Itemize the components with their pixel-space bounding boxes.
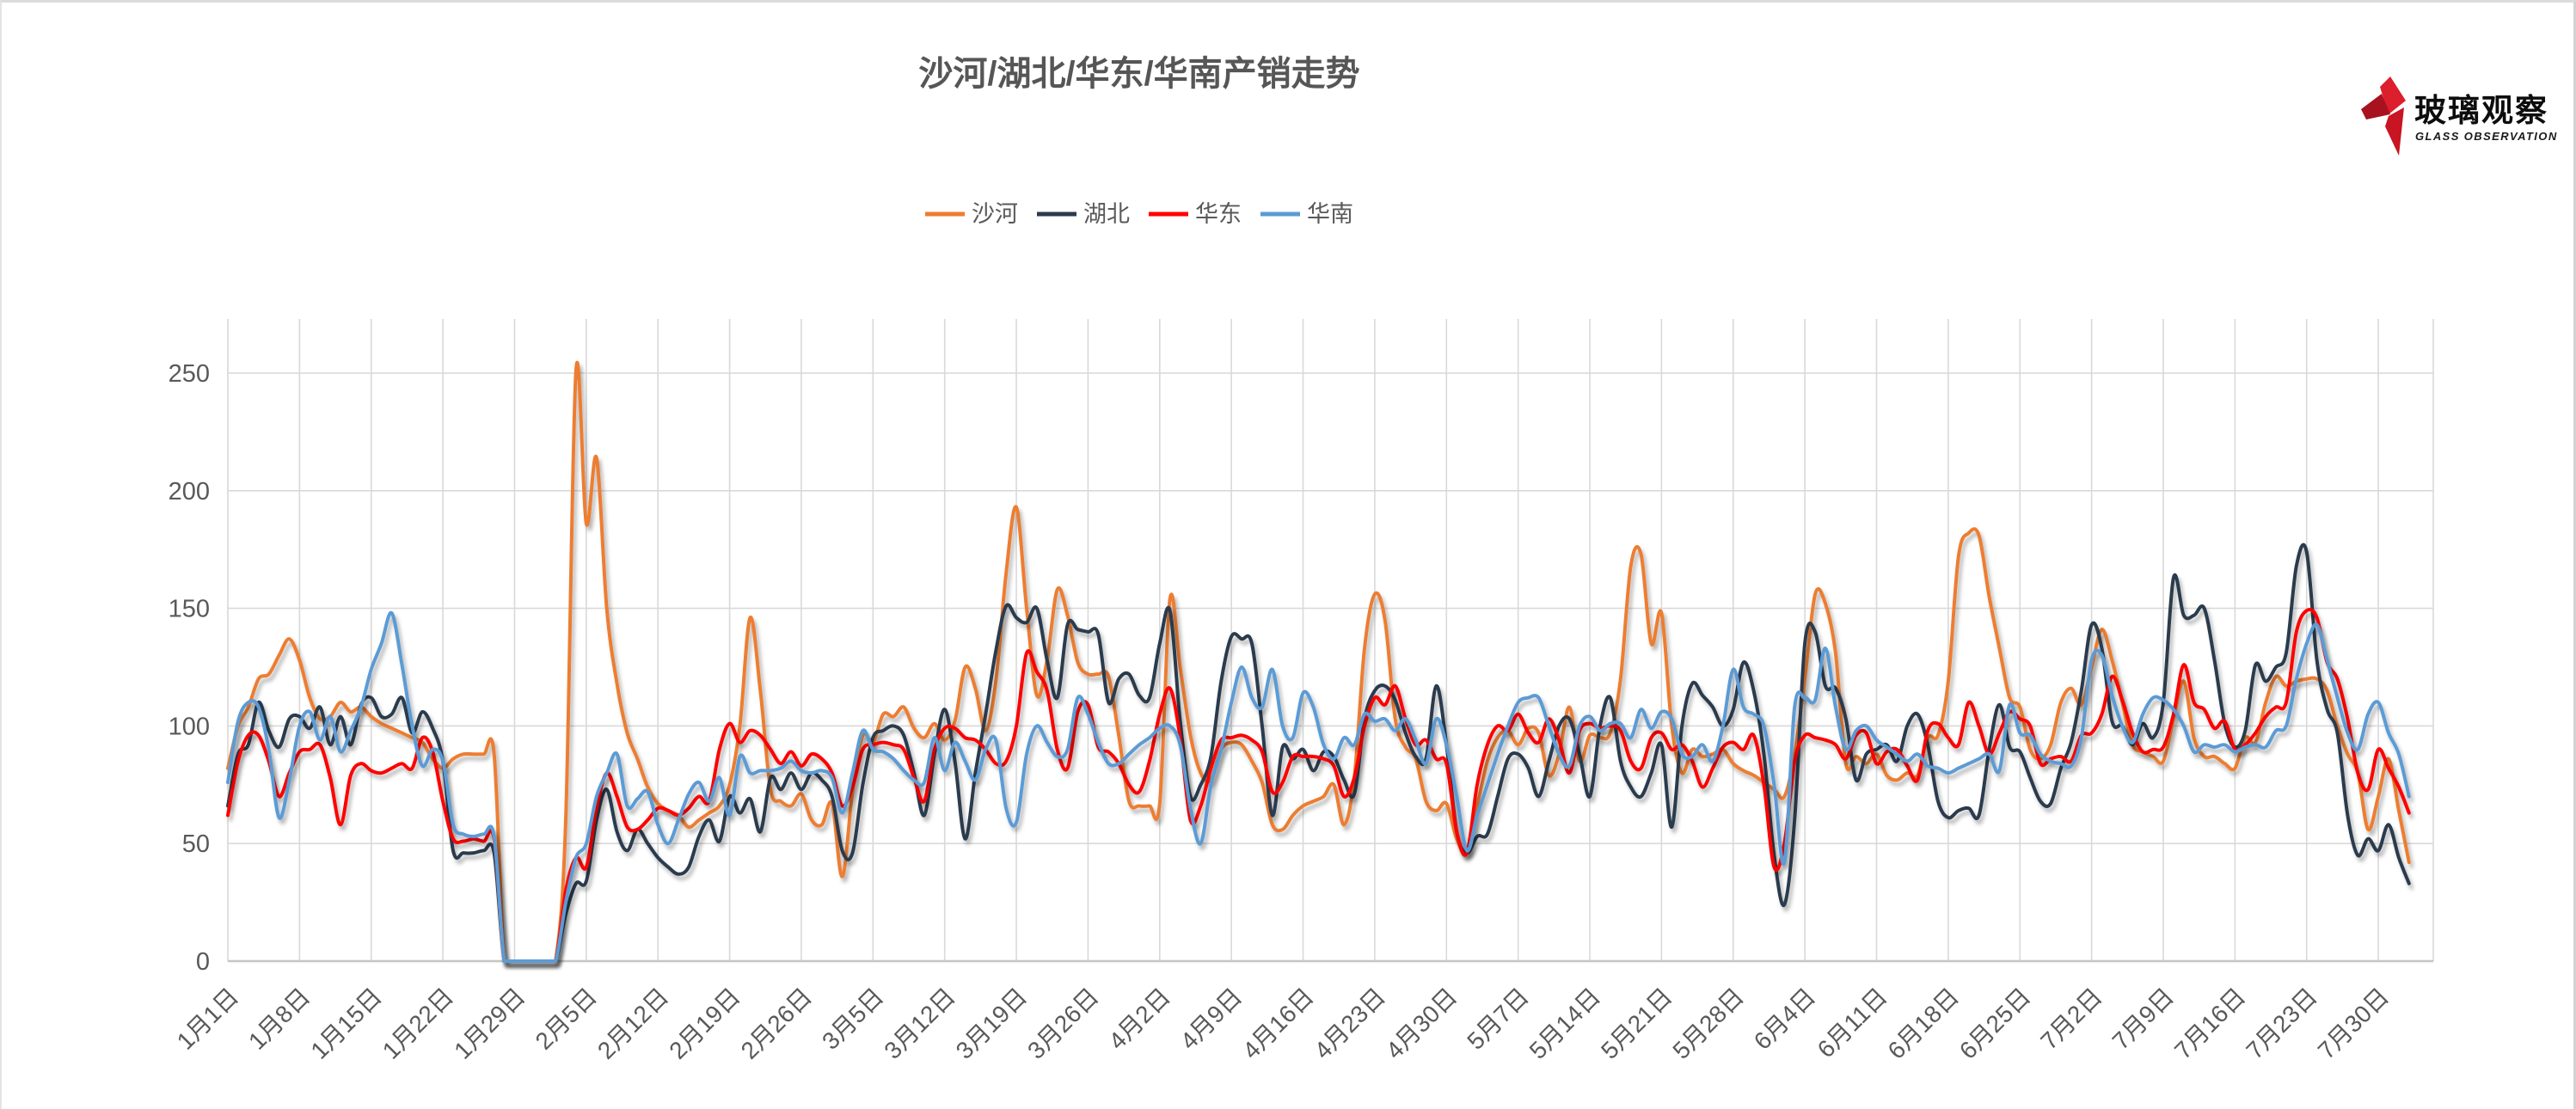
logo-star-left bbox=[2361, 94, 2390, 119]
x-tick-label: 5月21日 bbox=[1596, 983, 1677, 1064]
x-tick-label: 3月12日 bbox=[879, 983, 960, 1064]
x-tick-label: 3月26日 bbox=[1022, 983, 1104, 1064]
logo-star-top bbox=[2380, 77, 2406, 114]
x-tick-label: 5月28日 bbox=[1667, 983, 1749, 1064]
legend-label-2: 华东 bbox=[1195, 201, 1242, 227]
x-tick-label: 2月19日 bbox=[664, 983, 745, 1064]
x-tick-label: 4月23日 bbox=[1309, 983, 1391, 1064]
x-tick-label: 7月30日 bbox=[2313, 983, 2395, 1064]
x-tick-label: 2月12日 bbox=[592, 983, 674, 1064]
y-tick-label: 150 bbox=[169, 596, 210, 623]
y-tick-label: 100 bbox=[169, 713, 210, 740]
legend-label-3: 华南 bbox=[1307, 201, 1353, 227]
chart-title: 沙河/湖北/华东/华南产销走势 bbox=[918, 55, 1359, 93]
x-tick-label: 4月9日 bbox=[1175, 983, 1248, 1055]
x-tick-label: 2月26日 bbox=[736, 983, 818, 1064]
x-tick-label: 5月7日 bbox=[1462, 983, 1534, 1055]
logo-title: 玻璃观察 bbox=[2414, 93, 2548, 128]
legend: 沙河 湖北 华东 华南 bbox=[925, 201, 1353, 227]
x-tick-label: 4月30日 bbox=[1381, 983, 1463, 1064]
logo-subtitle: GLASS OBSERVATION bbox=[2415, 130, 2558, 143]
x-tick-label: 1月29日 bbox=[449, 983, 531, 1064]
brand-logo: 玻璃观察 GLASS OBSERVATION bbox=[2361, 77, 2558, 156]
x-tick-label: 4月2日 bbox=[1104, 983, 1176, 1055]
x-tick-label: 1月15日 bbox=[305, 983, 387, 1064]
x-tick-label: 6月11日 bbox=[1812, 983, 1892, 1063]
legend-label-0: 沙河 bbox=[972, 201, 1018, 227]
logo-star-tail bbox=[2385, 107, 2404, 156]
x-tick-label: 3月19日 bbox=[951, 983, 1033, 1064]
x-tick-label: 7月9日 bbox=[2107, 983, 2180, 1055]
x-tick-label: 3月5日 bbox=[817, 983, 889, 1055]
x-tick-label: 6月4日 bbox=[1749, 983, 1821, 1055]
series-line-1 bbox=[226, 542, 2411, 963]
y-tick-label: 0 bbox=[196, 948, 210, 976]
x-tick-label: 7月16日 bbox=[2169, 983, 2251, 1064]
series-lines bbox=[226, 360, 2411, 963]
y-tick-label: 250 bbox=[169, 360, 210, 388]
x-tick-label: 6月18日 bbox=[1883, 983, 1965, 1064]
x-tick-label: 7月23日 bbox=[2241, 983, 2322, 1064]
x-tick-label: 4月16日 bbox=[1237, 983, 1319, 1064]
gridlines bbox=[227, 319, 2434, 963]
x-tick-label: 6月25日 bbox=[1954, 983, 2036, 1064]
y-axis-labels: 0 50 100 150 200 250 bbox=[169, 360, 210, 976]
series-line-0 bbox=[226, 360, 2411, 963]
x-tick-label: 7月2日 bbox=[2035, 983, 2107, 1055]
x-tick-label: 2月5日 bbox=[531, 983, 603, 1055]
x-tick-label: 5月14日 bbox=[1524, 983, 1606, 1064]
y-tick-label: 50 bbox=[182, 830, 210, 858]
series-line-3 bbox=[226, 611, 2411, 963]
series-line-2 bbox=[226, 608, 2411, 963]
y-tick-label: 200 bbox=[169, 478, 210, 505]
legend-label-1: 湖北 bbox=[1083, 201, 1130, 227]
x-tick-label: 1月1日 bbox=[172, 983, 244, 1055]
x-tick-label: 1月22日 bbox=[377, 983, 459, 1064]
x-tick-label: 1月8日 bbox=[243, 983, 316, 1055]
